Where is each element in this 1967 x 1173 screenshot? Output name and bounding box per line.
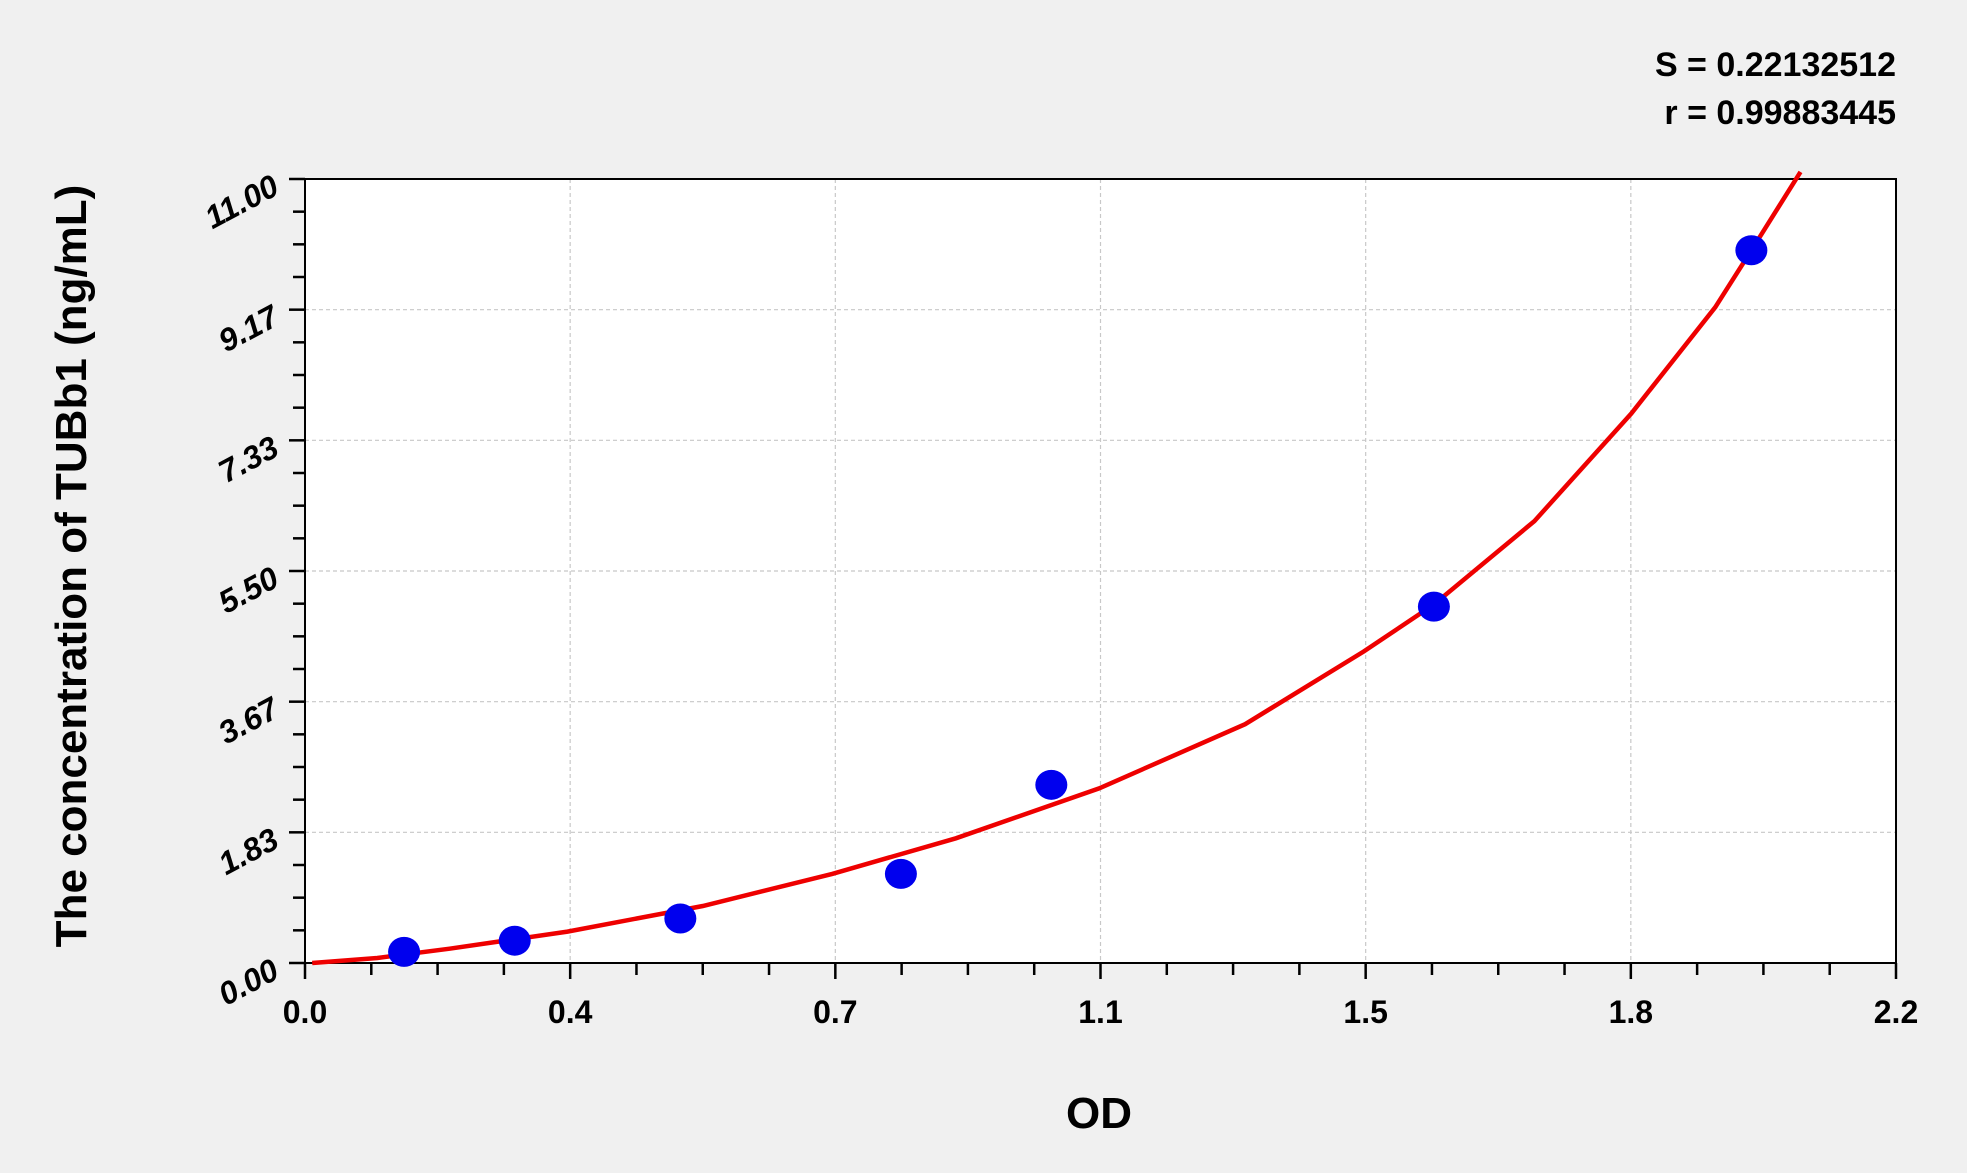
data-point: [498, 925, 531, 956]
y-tick-label: 9.17: [212, 297, 286, 359]
y-tick-label: 1.83: [212, 821, 284, 882]
x-tick-label: 1.1: [1078, 994, 1122, 1030]
y-tick-labels: 0.00 1.83 3.67 5.50 7.33 9.17 11.00: [199, 167, 286, 1012]
stat-s: S = 0.22132512: [1655, 46, 1896, 84]
y-tick-label: 3.67: [212, 689, 286, 751]
plot-frame: [304, 178, 1897, 964]
y-tick-label: 0.00: [212, 951, 284, 1012]
data-point: [1417, 591, 1450, 622]
data-point: [1735, 235, 1768, 266]
y-tick-label: 11.00: [199, 167, 285, 235]
data-point: [664, 903, 697, 934]
ticks: [289, 177, 1898, 979]
x-tick-label: 1.8: [1609, 994, 1653, 1030]
data-point: [388, 936, 421, 967]
x-tick-label: 0.7: [813, 994, 857, 1030]
x-tick-label: 0.4: [548, 994, 593, 1030]
grid: [305, 179, 1896, 963]
y-tick-label: 5.50: [212, 559, 284, 620]
x-tick-label: 1.5: [1343, 994, 1387, 1030]
x-tick-labels: 0.0 0.4 0.7 1.1 1.5 1.8 2.2: [283, 994, 1918, 1030]
data-point: [884, 858, 917, 889]
x-tick-label: 2.2: [1874, 994, 1918, 1030]
y-axis-label: The concentration of TUBb1 (ng/mL): [47, 185, 96, 948]
stat-r: r = 0.99883445: [1664, 94, 1896, 132]
data-points: [388, 235, 1768, 967]
data-point: [1035, 769, 1068, 800]
x-tick-label: 0.0: [283, 994, 327, 1030]
x-axis-label: OD: [1066, 1089, 1132, 1138]
y-tick-label: 7.33: [212, 429, 284, 490]
